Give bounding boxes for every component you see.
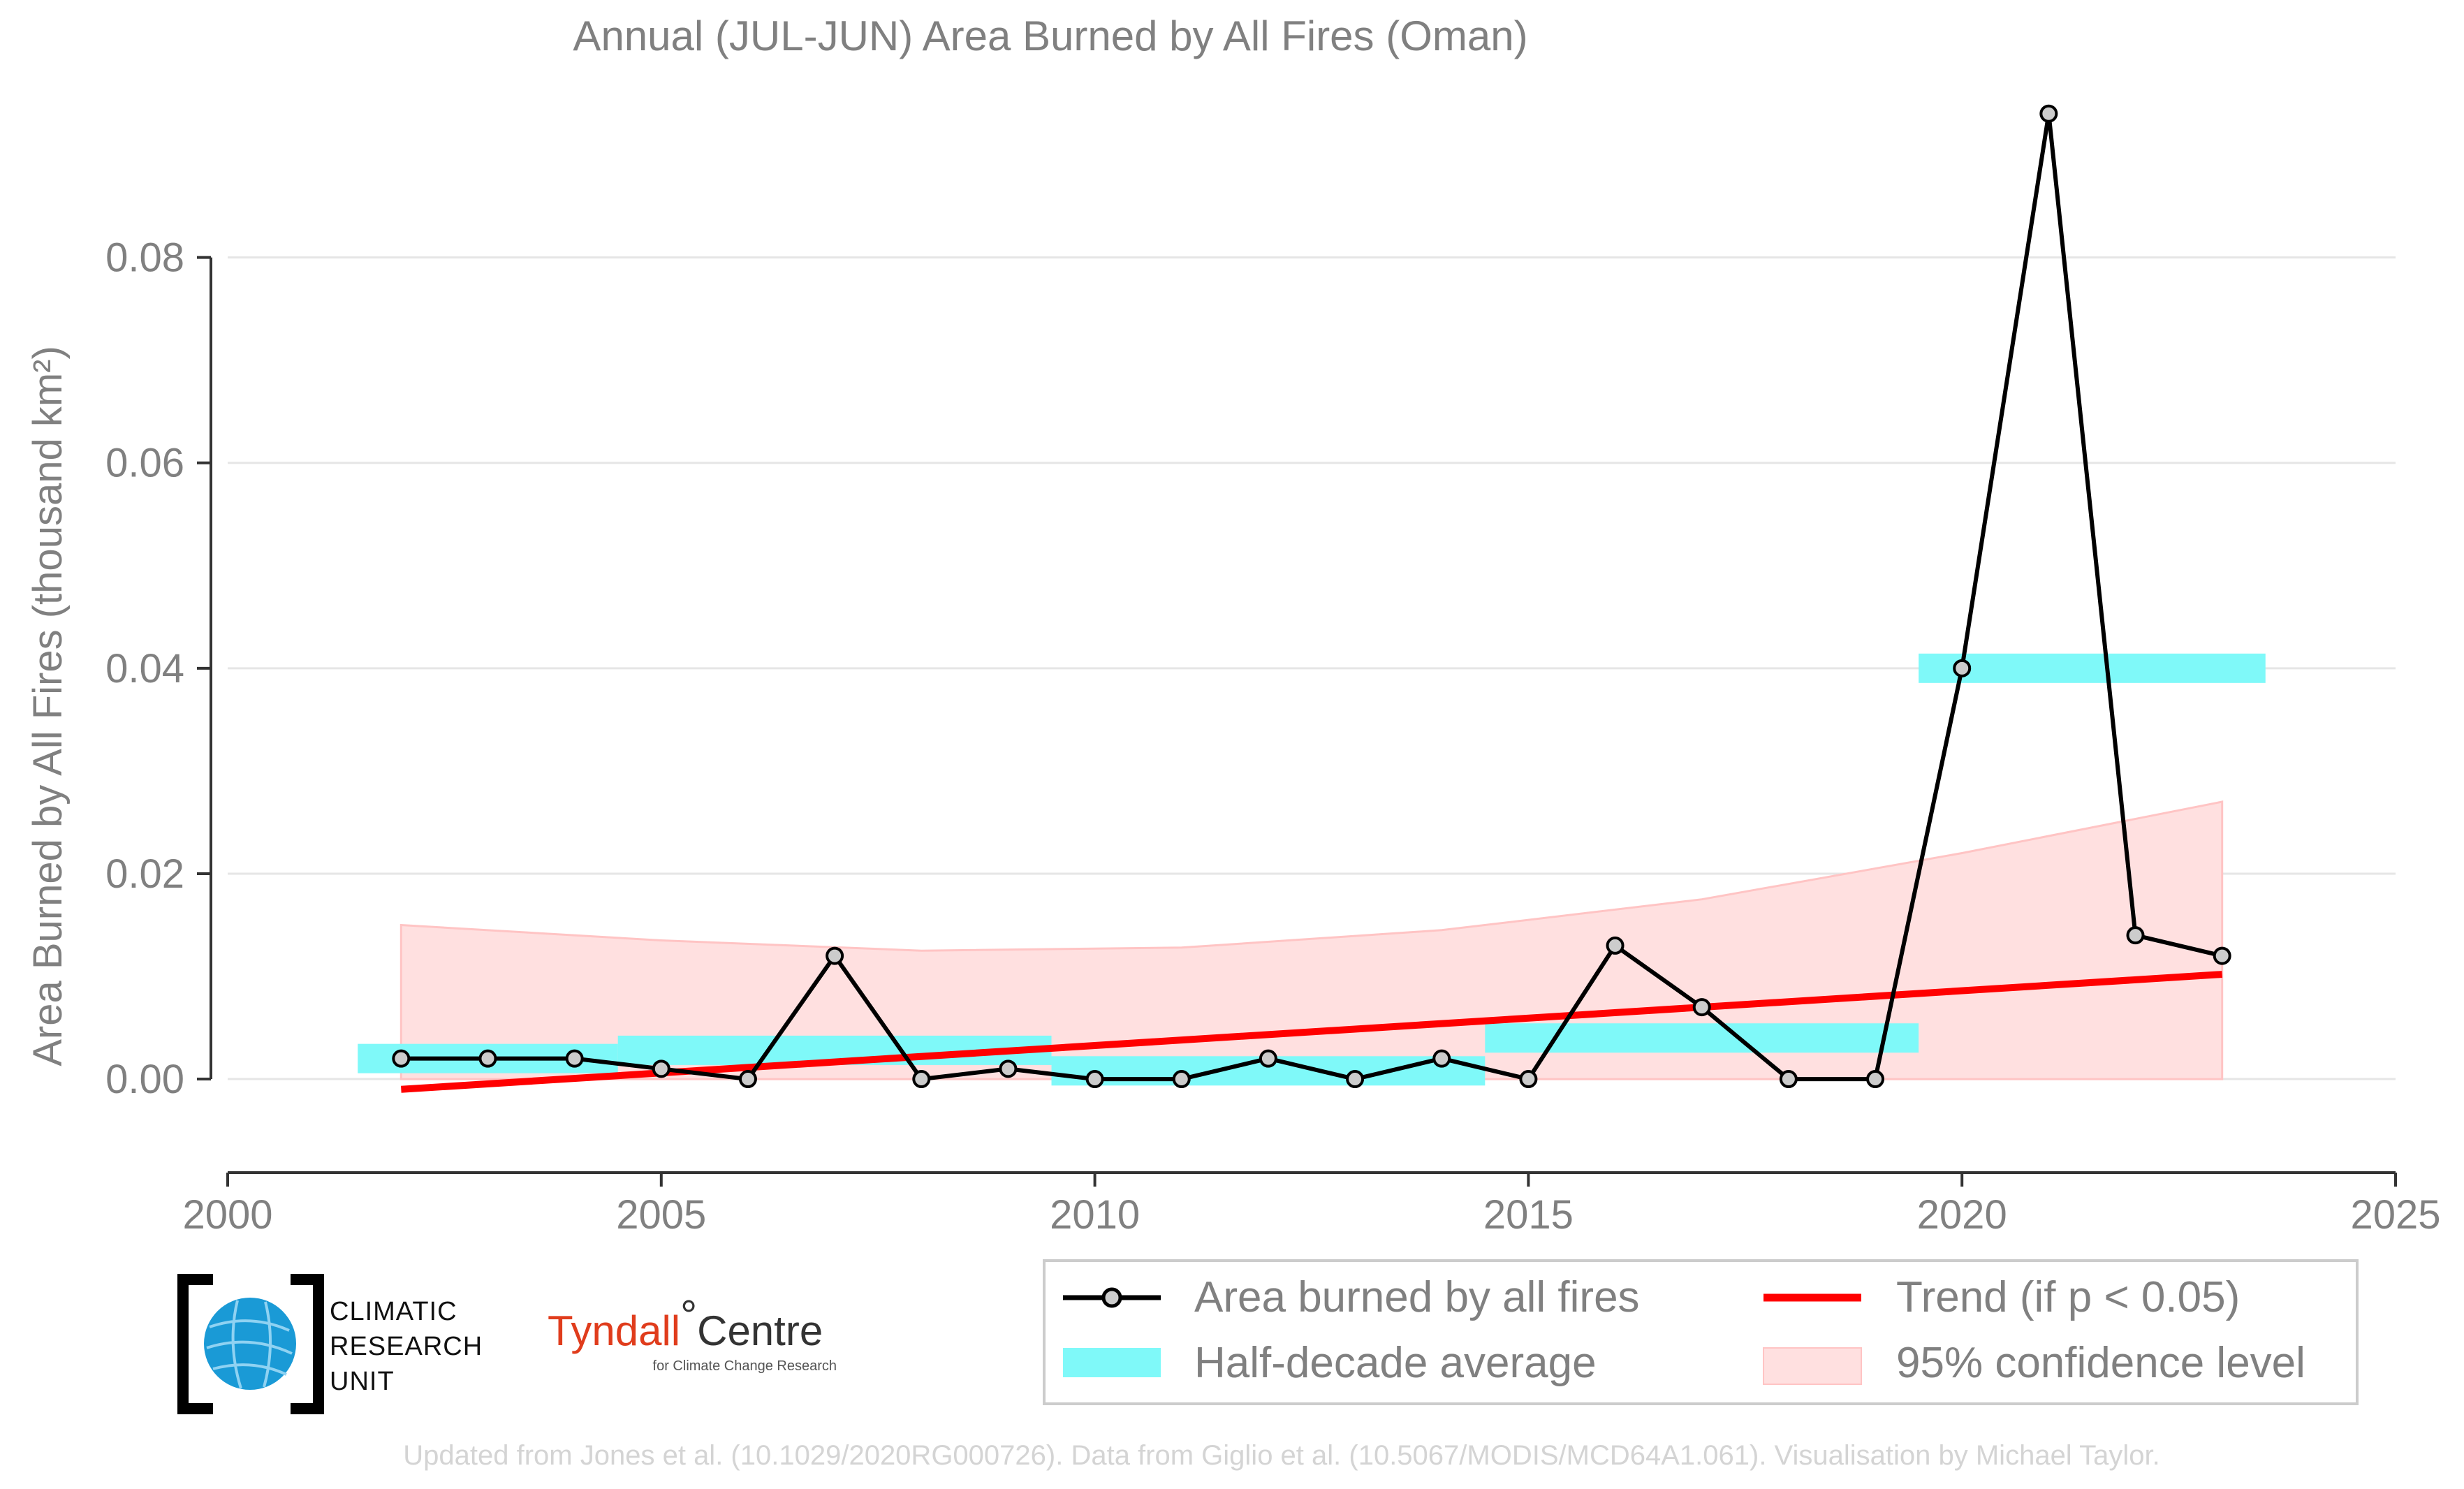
data-point (999, 1059, 1018, 1078)
data-point (1779, 1070, 1798, 1089)
data-point (478, 1049, 497, 1068)
x-axis-ticks: 2000 2005 2010 2015 2020 2025 (182, 1173, 2441, 1238)
data-point (1432, 1049, 1451, 1068)
legend-confidence-swatch (1763, 1347, 1862, 1385)
data-point (1953, 659, 1972, 677)
confidence-band (399, 800, 2224, 1080)
data-point (912, 1070, 931, 1089)
trend-line (401, 971, 2222, 1093)
data-point (2039, 104, 2058, 123)
legend-series-label: Area burned by all fires (1194, 1273, 1640, 1321)
tyndall-logo: Tyndall°Centre for Climate Change Resear… (548, 1292, 837, 1374)
data-point (565, 1049, 584, 1068)
data-point (2126, 926, 2145, 945)
data-point (1346, 1070, 1365, 1089)
data-point (1866, 1070, 1885, 1089)
legend-half-decade-label: Half-decade average (1194, 1339, 1597, 1387)
legend: Area burned by all fires Half-decade ave… (1043, 1259, 2359, 1405)
tyndall-subtitle: for Climate Change Research (653, 1358, 837, 1374)
data-point (1692, 998, 1711, 1017)
y-tick-label: 0.00 (105, 1057, 184, 1102)
chart-title: Annual (JUL-JUN) Area Burned by All Fire… (573, 13, 1527, 59)
cru-logo: CLIMATIC RESEARCH UNIT (177, 1274, 483, 1414)
x-tick-label: 2005 (616, 1192, 706, 1238)
data-point (1085, 1070, 1104, 1089)
x-tick-label: 2020 (1917, 1192, 2007, 1238)
cru-bracket-right (291, 1274, 324, 1414)
series-line-group (392, 104, 2231, 1089)
y-tick-label: 0.06 (105, 441, 184, 486)
legend-frame (1043, 1259, 2359, 1405)
data-point (1172, 1070, 1191, 1089)
cru-bracket-left (177, 1274, 213, 1414)
trend-line-group (401, 971, 2222, 1093)
globe-lines (206, 1300, 293, 1389)
data-point (2213, 946, 2231, 965)
x-tick-label: 2025 (2350, 1192, 2440, 1238)
legend-confidence-label: 95% confidence level (1896, 1339, 2305, 1387)
y-axis-ticks: 0.00 0.02 0.04 0.06 0.08 (105, 235, 211, 1102)
y-tick-label: 0.08 (105, 235, 184, 281)
half-decade-bar (1919, 653, 2266, 683)
data-point (738, 1070, 757, 1089)
data-point (826, 946, 844, 965)
x-tick-label: 2000 (182, 1192, 272, 1238)
legend-series-marker (1101, 1287, 1122, 1308)
data-point (652, 1059, 670, 1078)
confidence-band-area (399, 800, 2224, 1080)
tyndall-wordmark: Tyndall°Centre (548, 1292, 823, 1354)
footer-credits: Updated from Jones et al. (10.1029/2020R… (403, 1440, 2159, 1471)
cru-line-1: CLIMATIC (330, 1297, 457, 1326)
data-point (1519, 1070, 1538, 1089)
legend-trend-label: Trend (if p < 0.05) (1896, 1273, 2240, 1321)
y-tick-label: 0.02 (105, 851, 184, 897)
data-point (1606, 936, 1625, 955)
x-tick-label: 2015 (1483, 1192, 1574, 1238)
legend-half-decade-swatch (1063, 1348, 1161, 1377)
cru-line-2: RESEARCH (330, 1332, 483, 1361)
x-tick-label: 2010 (1050, 1192, 1140, 1238)
series-line (401, 111, 2223, 1082)
cru-line-3: UNIT (330, 1367, 395, 1396)
y-axis-label: Area Burned by All Fires (thousand km²) (25, 346, 71, 1066)
y-tick-label: 0.04 (105, 646, 184, 691)
data-point (392, 1049, 411, 1068)
data-point (1259, 1049, 1277, 1068)
